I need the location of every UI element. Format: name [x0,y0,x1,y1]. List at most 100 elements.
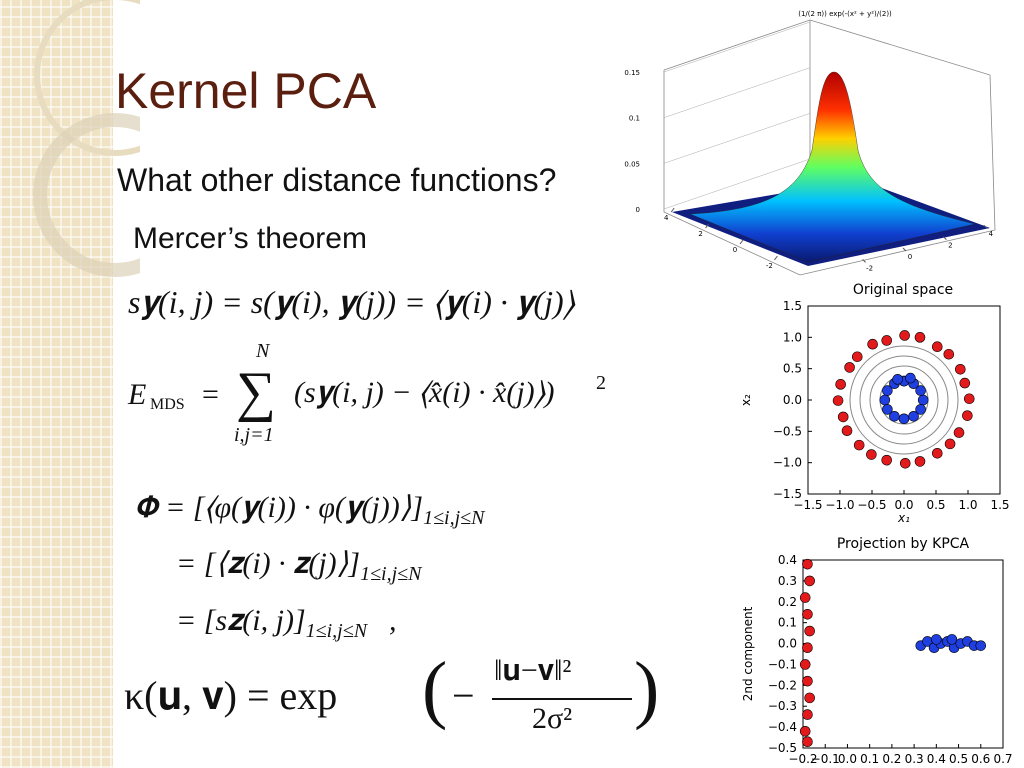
y-tick-label: −0.2 [768,678,797,692]
y-tick-label: 0.5 [783,362,802,376]
point [905,372,916,384]
x-tick-label: 0 [733,246,737,254]
y-tick-label: 2 [948,242,952,250]
point [892,374,903,385]
point [962,410,973,421]
point [931,447,943,459]
math: ‖𝐮−𝐯‖² [494,654,572,687]
point [946,634,958,645]
y-tick-label: 0.0 [783,393,802,407]
point [944,438,956,450]
math: 2 [596,372,606,394]
y-tick-label: −0.5 [768,741,797,755]
point [802,675,813,687]
point [881,454,893,466]
chart-title: Original space [853,282,953,298]
grid-line [663,113,811,164]
point [959,377,971,389]
y-axis-label: 2nd component [741,606,755,701]
point [835,379,846,390]
point [963,393,975,405]
surface-frame [663,19,996,276]
x-tick-label: −0.1 [811,752,840,766]
point [841,425,853,437]
y-tick-label: -2 [866,264,873,272]
y-tick-label: 0.2 [778,595,797,609]
grid-line [663,21,811,73]
x-tick-label: 1.5 [990,498,1009,512]
math: ( [422,647,448,731]
point [899,457,911,469]
point [889,410,900,422]
math: 1≤i,j≤N [305,620,368,642]
point [867,338,878,350]
point [799,592,811,603]
x-tick-label: −1.5 [793,498,822,512]
y-tick-label: 0.3 [778,574,797,588]
y-tick-label: 0.4 [778,553,797,567]
z-tick-label: 0.1 [629,115,640,123]
math: = [202,378,219,411]
y-tick-label: −0.4 [768,720,797,734]
y-tick-label: 1.5 [783,299,802,313]
math: (s𝐲(i, j) − ⟨x̂(i) · x̂(j)⟩) [294,376,555,409]
point [881,335,893,346]
point [914,456,926,467]
x-tick-label: 0.5 [926,498,945,512]
grid-line [663,67,811,118]
math: = [⟨𝐳(i) · 𝐳(j)⟩] [176,547,361,580]
point [943,348,955,360]
point [931,341,943,353]
x-tick-label: 0.0 [838,752,857,766]
x-tick-label: −0.2 [788,752,817,766]
decoration [33,0,140,277]
point [802,736,813,748]
point [915,404,926,415]
point [917,394,929,406]
point [804,575,815,587]
x-tick-label: 0.4 [927,752,946,766]
math: ) [634,647,660,731]
point [832,395,844,406]
x-tick-label: 2 [698,230,702,238]
x-tick-label: 0.3 [905,752,924,766]
point [844,362,855,373]
point [837,411,849,423]
y-tick-label: −1.5 [773,487,802,501]
plot-area [802,559,1004,749]
y-tick-label: 1.0 [783,330,802,344]
x-tick-label: 0.2 [882,752,901,766]
tick-mark [943,236,947,240]
point [802,558,813,570]
math: N [256,340,270,362]
sub-bullet: Mercer’s theorem [133,222,367,255]
formula: = [⟨𝐳(i) · 𝐳(j)⟩]1≤i,j≤N [176,546,421,586]
x-tick-label: 0.1 [860,752,879,766]
x-axis-label: x₁ [897,511,910,525]
contours [849,345,959,455]
point [866,449,877,460]
formula: = [s𝐳(i, j)]1≤i,j≤N, [176,604,397,643]
point [853,439,865,451]
x-tick-label: 1.0 [958,498,977,512]
x-tick-label: 0.7 [993,752,1012,766]
math: i,j=1 [234,424,274,446]
math: E [128,378,147,411]
bullet: What other distance functions? [117,162,557,198]
point [802,709,813,720]
point [898,413,910,425]
y-tick-label: −0.3 [768,699,797,713]
formula: 𝚽 = [⟨φ(𝐲(i)) · φ(𝐲(j))⟩]1≤i,j≤N [134,490,484,530]
math: 𝚽 = [⟨φ(𝐲(i)) · φ(𝐲(j))⟩] [134,491,424,524]
slide-title: Kernel PCA [115,63,377,119]
tick-mark [902,247,907,252]
point [908,410,919,422]
tick-mark [862,259,866,263]
point [802,609,813,620]
y-tick-label: 4 [989,230,994,238]
y-tick-label: −0.1 [768,657,797,671]
math: 1≤i,j≤N [423,507,485,529]
math: κ(𝐮, 𝐯) = exp [124,673,338,718]
